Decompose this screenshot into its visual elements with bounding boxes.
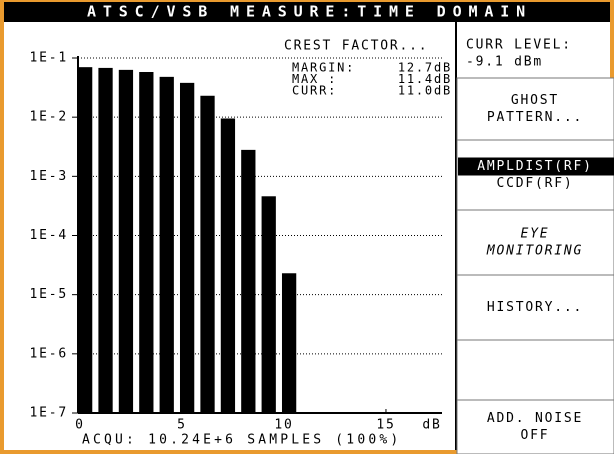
soft-key-label: PATTERN...: [487, 110, 583, 125]
soft-key-label: GHOST: [511, 93, 559, 108]
crest-value: 11.4dB: [398, 72, 452, 86]
y-tick-label: 1E-1: [29, 51, 68, 66]
y-tick-label: 1E-3: [29, 169, 68, 184]
bar: [200, 95, 215, 413]
bar: [220, 118, 236, 414]
y-tick-label: 1E-7: [29, 406, 68, 421]
footer: ACQU: 10.24E+6 SAMPLES (100%): [82, 433, 400, 448]
crest-title: CREST FACTOR...: [284, 39, 428, 54]
crest-value: 11.0dB: [398, 84, 452, 98]
crest-label: MARGIN:: [292, 61, 355, 75]
soft-key[interactable]: [456, 209, 614, 276]
bar: [118, 69, 134, 414]
bar: [139, 71, 154, 413]
crest-label: MAX :: [292, 72, 337, 86]
bar: [241, 149, 256, 414]
bar: [98, 67, 113, 414]
soft-key[interactable]: [456, 274, 614, 341]
x-tick-label: 0: [75, 418, 85, 433]
soft-key-label: HISTORY...: [487, 300, 583, 315]
title-bar: [4, 2, 610, 22]
soft-key[interactable]: [456, 399, 614, 454]
crest-value: 12.7dB: [398, 61, 452, 75]
soft-key-label: MONITORING: [486, 244, 583, 259]
bar: [261, 196, 276, 413]
bar: [78, 67, 93, 413]
soft-key-label: OFF: [521, 428, 550, 443]
soft-key-label: CCDF(RF): [496, 176, 573, 191]
soft-key-label: EYE: [521, 227, 550, 242]
selected-highlight: [458, 157, 614, 176]
level-label: CURR LEVEL:: [466, 38, 572, 53]
y-tick-label: 1E-6: [29, 346, 68, 361]
y-tick-label: 1E-5: [29, 287, 68, 302]
y-tick-label: 1E-2: [29, 110, 68, 125]
soft-key-label: AMPLDIST(RF): [477, 159, 593, 174]
bar: [159, 76, 174, 413]
y-tick-label: 1E-4: [29, 228, 68, 243]
crest-label: CURR:: [292, 84, 337, 98]
level-value: -9.1 dBm: [466, 55, 543, 70]
x-axis-label: dB: [422, 418, 441, 433]
x-tick-label: 5: [177, 418, 187, 433]
soft-key[interactable]: [456, 77, 614, 141]
soft-key[interactable]: [456, 339, 614, 401]
x-tick-label: 10: [274, 418, 293, 433]
bar: [179, 82, 195, 414]
x-tick-label: 15: [376, 418, 395, 433]
soft-key-label: ADD. NOISE: [487, 411, 583, 426]
bar: [281, 273, 297, 413]
